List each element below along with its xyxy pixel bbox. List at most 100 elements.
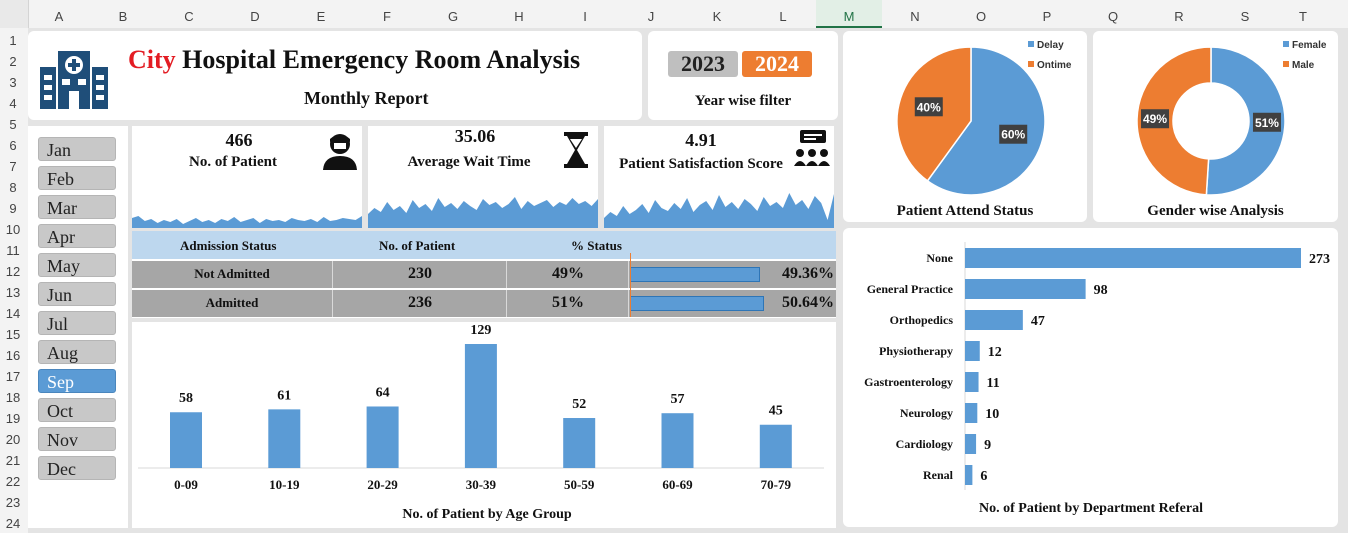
legend-swatch (1028, 41, 1034, 47)
row-20[interactable]: 20 (5, 432, 21, 447)
row-17[interactable]: 17 (5, 369, 21, 384)
kpi-label: No. of Patient (189, 154, 277, 170)
dashboard-sheet: City Hospital Emergency Room Analysis Mo… (28, 28, 1348, 533)
column-i[interactable]: I (583, 9, 587, 24)
age-category-label: 0-09 (174, 477, 198, 492)
row-24[interactable]: 24 (5, 516, 21, 531)
column-a[interactable]: A (54, 9, 64, 24)
month-feb-button[interactable]: Feb (38, 166, 116, 190)
column-c[interactable]: C (184, 9, 194, 24)
dept-bar (965, 372, 979, 392)
slice-label-box (999, 124, 1028, 144)
row-7[interactable]: 7 (9, 159, 17, 174)
row-10[interactable]: 10 (5, 222, 21, 237)
month-apr-button[interactable]: Apr (38, 224, 116, 248)
month-dec-button[interactable]: Dec (38, 456, 116, 480)
row-8[interactable]: 8 (9, 180, 17, 195)
age-category-label: 70-79 (761, 477, 792, 492)
legend-label: Female (1292, 40, 1327, 51)
column-b[interactable]: B (118, 9, 128, 24)
dept-category-label: None (926, 251, 953, 265)
month-aug-button[interactable]: Aug (38, 340, 116, 364)
admission-cell-bg (132, 261, 333, 288)
column-e[interactable]: E (316, 9, 326, 24)
select-all-corner[interactable] (0, 0, 29, 28)
age-bar-label: 64 (376, 385, 390, 400)
dept-category-label: Renal (923, 468, 954, 482)
title-city: City (128, 45, 176, 74)
row-3[interactable]: 3 (9, 75, 17, 90)
row-1[interactable]: 1 (9, 33, 17, 48)
column-g[interactable]: G (447, 9, 459, 24)
row-6[interactable]: 6 (9, 138, 17, 153)
slice-label: 60% (1001, 128, 1025, 142)
column-j[interactable]: J (647, 9, 655, 24)
row-11[interactable]: 11 (6, 243, 20, 258)
row-13[interactable]: 13 (5, 285, 21, 300)
month-may-button[interactable]: May (38, 253, 116, 277)
age-category-label: 30-39 (466, 477, 497, 492)
year-2024-button[interactable]: 2024 (742, 51, 812, 77)
year-2023-button[interactable]: 2023 (668, 51, 738, 77)
row-15[interactable]: 15 (5, 327, 21, 342)
kpi-card-2: 35.06 Average Wait Time (368, 126, 598, 228)
admission-header-row (132, 231, 836, 259)
age-bar (759, 424, 792, 468)
month-sep-button[interactable]: Sep (38, 369, 116, 393)
column-header-bar: A B C D E F G H I J K L M N O P Q R S T (0, 0, 1348, 29)
month-jun-button[interactable]: Jun (38, 282, 116, 306)
kpi-value: 4.91 (685, 130, 717, 150)
age-category-label: 10-19 (269, 477, 300, 492)
column-q[interactable]: Q (1107, 9, 1119, 24)
column-o[interactable]: O (975, 9, 987, 24)
row-5[interactable]: 5 (9, 117, 17, 132)
row-14[interactable]: 14 (5, 306, 21, 321)
row-4[interactable]: 4 (9, 96, 17, 111)
group-feedback-icon (794, 130, 830, 166)
slice-male (1136, 46, 1212, 196)
age-chart-title: No. of Patient by Age Group (402, 507, 572, 522)
row-21[interactable]: 21 (5, 453, 21, 468)
column-h[interactable]: H (514, 9, 524, 24)
column-s[interactable]: S (1240, 9, 1250, 24)
column-r[interactable]: R (1174, 9, 1184, 24)
column-k[interactable]: K (712, 9, 722, 24)
gender-card: 51% 49% Female Male Gender wise Analysis (1093, 31, 1338, 222)
row-12[interactable]: 12 (5, 264, 21, 279)
admission-bar-label: 50.64% (782, 294, 834, 311)
column-f[interactable]: F (383, 9, 391, 24)
column-n[interactable]: N (910, 9, 920, 24)
age-bar (366, 406, 399, 468)
admission-pct-bar (630, 296, 764, 311)
column-l[interactable]: L (779, 9, 787, 24)
admission-cell-bg (508, 290, 629, 317)
column-m[interactable]: M (816, 0, 882, 28)
patient-icon (323, 134, 357, 170)
month-mar-button[interactable]: Mar (38, 195, 116, 219)
gender-donut-chart: 51% 49% Female Male (1136, 40, 1327, 196)
row-2[interactable]: 2 (9, 54, 17, 69)
slice-label: 51% (1255, 116, 1279, 130)
row-9[interactable]: 9 (9, 201, 17, 216)
age-category-label: 60-69 (662, 477, 693, 492)
sparkline-area (368, 197, 598, 228)
row-19[interactable]: 19 (5, 411, 21, 426)
department-bar-chart: 273 None 98 General Practice 47 Orthopedics 12… (864, 242, 1330, 516)
row-22[interactable]: 22 (5, 474, 21, 489)
age-bar-label: 129 (470, 323, 491, 338)
month-nov-button[interactable]: Nov (38, 427, 116, 451)
month-oct-button[interactable]: Oct (38, 398, 116, 422)
attend-status-card: 60% 40% Delay Ontime Patient Attend Status (843, 31, 1087, 222)
month-jan-button[interactable]: Jan (38, 137, 116, 161)
column-t[interactable]: T (1299, 9, 1307, 24)
column-d[interactable]: D (250, 9, 260, 24)
dept-bar (965, 248, 1301, 268)
row-23[interactable]: 23 (5, 495, 21, 510)
row-18[interactable]: 18 (5, 390, 21, 405)
month-jul-button[interactable]: Jul (38, 311, 116, 335)
column-p[interactable]: P (1042, 9, 1052, 24)
legend-swatch (1283, 41, 1289, 47)
dept-category-label: Neurology (900, 406, 953, 420)
row-16[interactable]: 16 (5, 348, 21, 363)
admission-status: Not Admitted (194, 266, 270, 281)
